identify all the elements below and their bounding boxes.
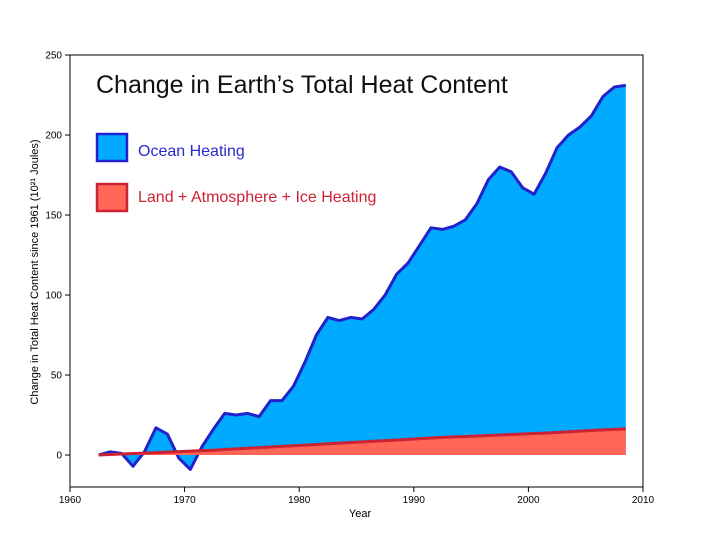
x-tick-label: 1970 — [173, 495, 196, 506]
legend-swatch-ocean — [95, 132, 129, 163]
y-axis-label: Change in Total Heat Content since 1961 … — [29, 139, 41, 404]
x-tick-label: 2010 — [632, 495, 655, 506]
x-tick-label: 1980 — [288, 495, 311, 506]
x-axis-label: Year — [349, 508, 372, 520]
series-layer — [98, 83, 627, 471]
x-tick-label: 2000 — [517, 495, 540, 506]
y-tick-label: 0 — [56, 451, 62, 462]
x-tick-label: 1990 — [403, 495, 426, 506]
land-heating-line — [98, 427, 626, 457]
y-tick-label: 200 — [45, 131, 62, 142]
plot-frame — [69, 54, 644, 488]
y-tick-label: 50 — [51, 371, 63, 382]
legend-label-land: Land + Atmosphere + Ice Heating — [138, 189, 376, 206]
x-tick-label: 1960 — [59, 495, 82, 506]
y-tick-label: 250 — [45, 51, 62, 62]
ocean-heating-line — [98, 83, 627, 471]
y-tick-label: 150 — [45, 211, 62, 222]
tick-layer: 1960 1970 1980 1990 2000 2010 0 50 100 150 200 250 — [45, 51, 654, 507]
y-tick-label: 100 — [45, 291, 62, 302]
legend-label-ocean: Ocean Heating — [138, 143, 245, 160]
ocean-heating-area — [98, 85, 626, 470]
legend-swatch-land — [95, 182, 129, 213]
chart-title: Change in Earth’s Total Heat Content — [96, 71, 508, 99]
